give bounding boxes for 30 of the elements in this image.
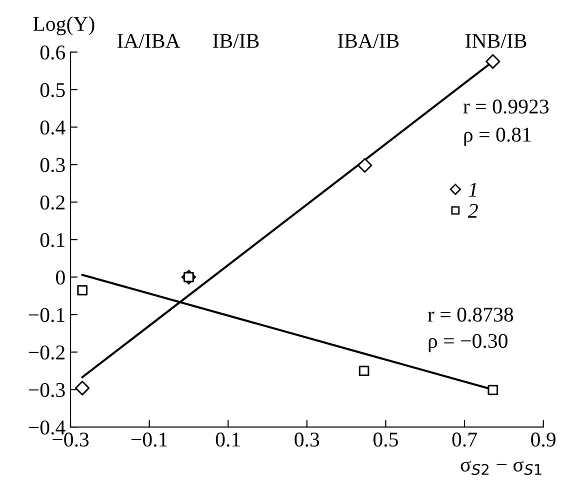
text: INB/IB xyxy=(466,34,526,48)
y-tick-label: −0.1 xyxy=(28,308,64,322)
x-axis-title: σ$_{S2}$ − σ$_{S1}$ xyxy=(460,460,542,476)
x-tick-label: −0.3 xyxy=(52,432,89,447)
x-tick-label: 0.3 xyxy=(294,432,320,447)
text: IBA/IB xyxy=(338,34,399,48)
annotation: ρ = 0.81 xyxy=(464,128,531,146)
x-tick-label: 0.9 xyxy=(531,432,556,447)
y-tick-label: 0.4 xyxy=(40,120,66,135)
y-tick-label: 0.6 xyxy=(40,45,66,60)
y-tick-label: −0.3 xyxy=(28,382,65,398)
legend-label: 1 xyxy=(468,182,476,197)
x-tick-label: 0.5 xyxy=(373,432,398,447)
y-tick-label: 0.2 xyxy=(40,195,65,210)
x-tick-label: −0.1 xyxy=(131,432,167,447)
y-tick-label: −0.4 xyxy=(28,420,66,435)
text: IA/IBA xyxy=(117,34,180,48)
annotation: r = 0.9923 xyxy=(463,100,549,114)
x-tick-label: 0.7 xyxy=(452,432,477,447)
y-tick-label: 0 xyxy=(56,270,65,285)
y-tick-label: 0.1 xyxy=(40,232,64,248)
text: IB/IB xyxy=(213,34,259,48)
x-tick-label: 0.1 xyxy=(216,432,240,447)
y-tick-label: 0.5 xyxy=(40,82,65,98)
y-tick-label: −0.2 xyxy=(28,345,65,360)
legend-label: 2 xyxy=(468,204,478,218)
y-axis-title: Log(Y) xyxy=(33,16,94,36)
y-tick-label: 0.3 xyxy=(40,158,65,172)
annotation: ρ = −0.30 xyxy=(428,334,508,352)
annotation: r = 0.8738 xyxy=(428,308,514,322)
